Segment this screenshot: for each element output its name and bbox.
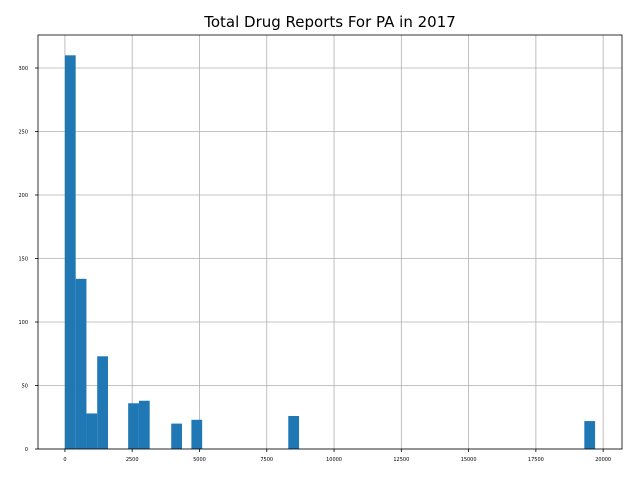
x-tick-label-4: 10000	[326, 457, 342, 463]
x-tick-label-0: 0	[63, 457, 66, 463]
histogram-bar-9	[584, 421, 596, 449]
y-tick-label-4: 200	[18, 193, 28, 199]
y-tick-label-3: 150	[18, 257, 28, 263]
grid-lines	[38, 35, 622, 450]
x-tick-label-7: 17500	[528, 457, 544, 463]
x-tick-label-6: 15000	[461, 457, 477, 463]
x-tick-label-2: 5000	[193, 457, 206, 463]
y-tick-label-0: 0	[25, 447, 28, 453]
y-tick-label-1: 50	[22, 384, 28, 390]
plot-frame	[37, 34, 623, 450]
histogram-bar-0	[64, 55, 76, 449]
histogram-bar-1	[75, 278, 87, 449]
x-tick-label-3: 7500	[260, 457, 273, 463]
x-tick-label-5: 12500	[393, 457, 409, 463]
histogram-bar-4	[128, 403, 139, 449]
tick-labels: 0 2500 5000 7500 10000 12500 15000 17500 20000 0 5…	[18, 66, 611, 463]
histogram-bar-7	[191, 419, 203, 449]
chart-title: Total Drug Reports For PA in 2017	[203, 13, 456, 31]
y-tick-label-5: 250	[18, 130, 28, 136]
bars	[64, 55, 596, 449]
x-tick-label-8: 20000	[595, 457, 611, 463]
y-tick-label-6: 300	[18, 66, 28, 72]
axes	[35, 34, 623, 452]
histogram-bar-8	[288, 415, 300, 449]
histogram-bar-5	[138, 400, 150, 449]
x-tick-label-1: 2500	[126, 457, 139, 463]
histogram-bar-3	[97, 356, 108, 449]
histogram-bar-6	[171, 423, 182, 449]
histogram-bar-2	[86, 413, 98, 449]
y-tick-label-2: 100	[18, 320, 28, 326]
